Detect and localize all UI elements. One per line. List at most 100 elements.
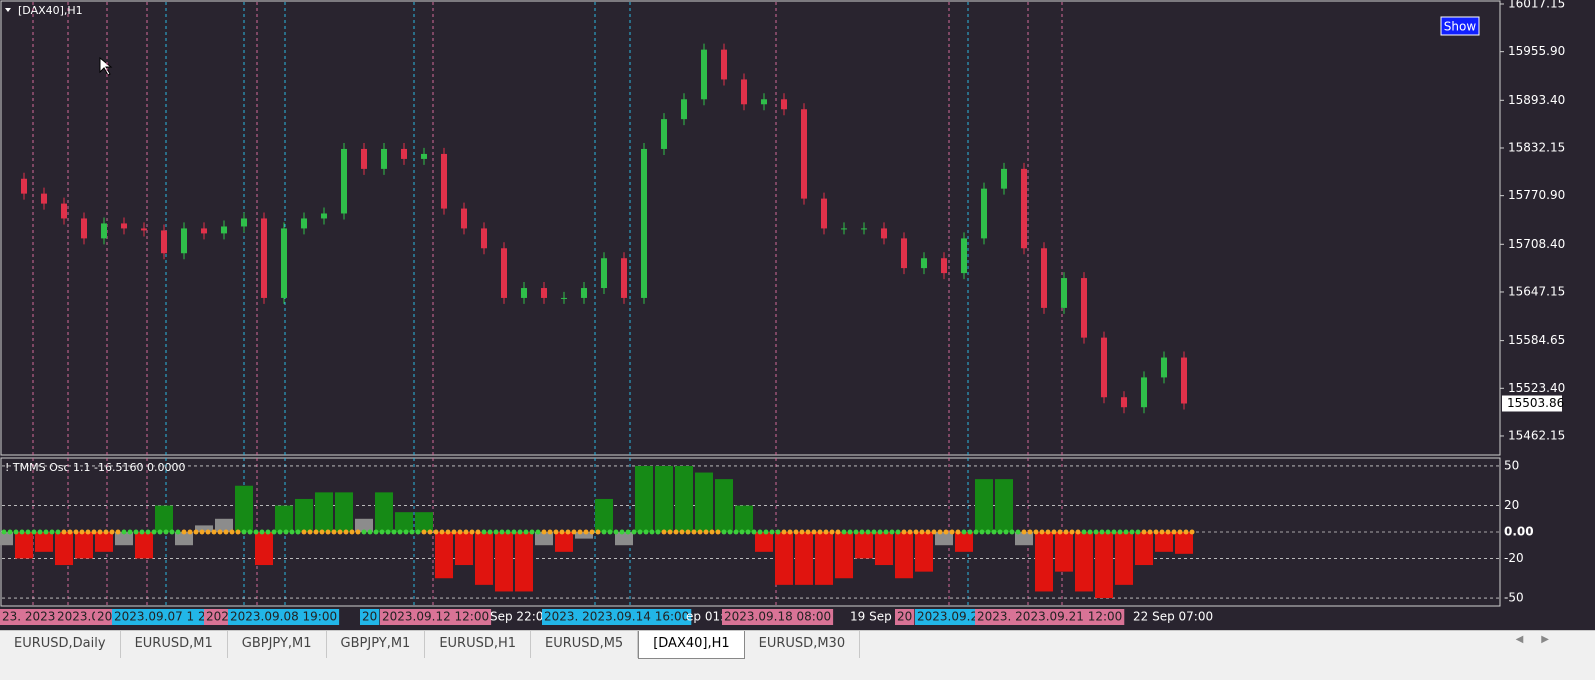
osc-zero-dot (397, 529, 403, 535)
osc-bar (135, 532, 153, 559)
osc-zero-dot (961, 529, 967, 535)
osc-zero-dot (259, 529, 265, 535)
osc-zero-dot (661, 529, 667, 535)
chart-tab[interactable]: EURUSD,H1 (425, 631, 532, 658)
chart-tab[interactable]: EURUSD,M5 (531, 631, 639, 658)
osc-zero-dot (1021, 529, 1027, 535)
osc-bar (895, 532, 913, 579)
chart-tab[interactable]: EURUSD,M30 (745, 631, 861, 658)
candle-body (121, 223, 127, 229)
show-button-label[interactable]: Show (1444, 20, 1477, 34)
osc-bar (935, 532, 953, 546)
osc-bar (175, 532, 193, 546)
osc-zero-dot (163, 529, 169, 535)
osc-zero-dot (361, 529, 367, 535)
osc-zero-dot (979, 529, 985, 535)
candle-body (941, 258, 947, 274)
candle-body (521, 288, 527, 298)
candle-body (761, 99, 767, 105)
y-tick-label: 15955.90 (1508, 44, 1565, 58)
osc-zero-dot (175, 529, 181, 535)
osc-zero-dot (577, 529, 583, 535)
time-label: Sep 22:0 (490, 610, 543, 624)
time-label-box (95, 609, 115, 625)
osc-bar (415, 512, 433, 532)
tab-bar: EURUSD,Daily EURUSD,M1 GBPJPY,M1 GBPJPY,M1 E… (0, 630, 1595, 659)
chart-tab[interactable]: GBPJPY,M1 (327, 631, 426, 658)
osc-zero-dot (517, 529, 523, 535)
y-tick-label: 15708.40 (1508, 237, 1565, 251)
osc-zero-dot (331, 529, 337, 535)
candle-body (1161, 357, 1167, 378)
candle-body (601, 258, 607, 289)
osc-zero-dot (937, 529, 943, 535)
osc-zero-dot (973, 529, 979, 535)
time-label: 20 (97, 610, 112, 624)
osc-bar (595, 498, 613, 532)
osc-zero-dot (67, 529, 73, 535)
show-button[interactable] (1440, 16, 1480, 36)
time-label-box (360, 609, 380, 625)
osc-zero-dot (1189, 529, 1195, 535)
osc-bar (215, 518, 233, 532)
osc-zero-dot (703, 529, 709, 535)
osc-zero-dot (1141, 529, 1147, 535)
osc-bar (815, 532, 833, 585)
osc-zero-dot (727, 529, 733, 535)
osc-zero-dot (31, 529, 37, 535)
osc-bar (795, 532, 813, 585)
candle-body (581, 288, 587, 298)
osc-zero-dot (463, 529, 469, 535)
osc-zero-dot (559, 529, 565, 535)
osc-zero-dot (1153, 529, 1159, 535)
osc-zero-dot (997, 529, 1003, 535)
osc-tick-label: 0.00 (1504, 525, 1534, 539)
osc-zero-dot (691, 529, 697, 535)
osc-zero-dot (121, 529, 127, 535)
chart-tab[interactable]: EURUSD,Daily (0, 631, 121, 658)
y-tick-label: 15647.15 (1508, 284, 1565, 298)
candle-body (621, 258, 627, 298)
osc-zero-dot (19, 529, 25, 535)
tab-scroll[interactable]: ◀▶ (1515, 634, 1567, 645)
osc-zero-dot (181, 529, 187, 535)
osc-bar (635, 465, 653, 532)
osc-zero-dot (709, 529, 715, 535)
osc-bar (875, 532, 893, 566)
osc-zero-dot (337, 529, 343, 535)
osc-zero-dot (277, 529, 283, 535)
time-label: 2023. 2023.09.21 12:00 (977, 610, 1122, 624)
chart-tab[interactable]: GBPJPY,M1 (228, 631, 327, 658)
osc-bar (535, 532, 553, 546)
osc-zero-dot (145, 529, 151, 535)
chart-tab[interactable]: EURUSD,M1 (121, 631, 228, 658)
osc-zero-dot (529, 529, 535, 535)
candle-body (401, 148, 407, 159)
time-label-box (112, 609, 208, 625)
candle-body (701, 49, 707, 100)
osc-zero-dot (799, 529, 805, 535)
time-label-box (228, 609, 340, 625)
osc-zero-dot (841, 529, 847, 535)
osc-bar (1055, 532, 1073, 572)
time-label-box (0, 609, 69, 625)
chart-tab[interactable]: [DAX40],H1 (638, 631, 745, 659)
time-label: ep 01: (686, 610, 724, 624)
time-label: 202 (206, 610, 229, 624)
candle-body (201, 228, 207, 234)
osc-zero-dot (589, 529, 595, 535)
candle-body (1021, 168, 1027, 249)
osc-zero-dot (679, 529, 685, 535)
osc-zero-dot (421, 529, 427, 535)
osc-zero-dot (193, 529, 199, 535)
candle-body (181, 228, 187, 254)
osc-zero-dot (895, 529, 901, 535)
osc-zero-dot (1075, 529, 1081, 535)
time-label: 2023. 2023.09.14 16:00 (544, 610, 689, 624)
osc-zero-dot (439, 529, 445, 535)
osc-zero-dot (487, 529, 493, 535)
collapse-icon[interactable] (5, 8, 11, 12)
osc-zero-dot (871, 529, 877, 535)
candle-body (261, 218, 267, 298)
osc-zero-dot (1087, 529, 1093, 535)
